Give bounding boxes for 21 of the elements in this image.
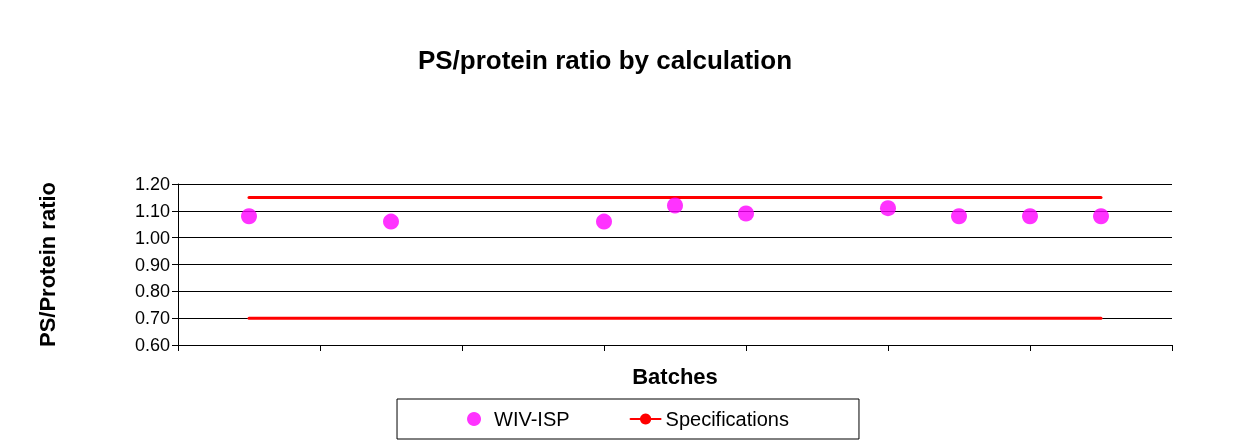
point <box>1022 208 1038 225</box>
point <box>738 205 754 222</box>
point <box>596 213 612 230</box>
point <box>1093 208 1109 225</box>
point <box>951 208 967 225</box>
y-tick-label: 1.00 <box>134 227 170 248</box>
chart-title: PS/protein ratio by calculation <box>417 45 793 75</box>
point <box>667 197 683 214</box>
legend-label: WIV-ISP <box>494 408 570 430</box>
point <box>880 200 896 217</box>
point <box>241 208 257 225</box>
y-axis-title: PS/Protein ratio <box>34 181 60 348</box>
y-tick-label: 1.10 <box>134 200 170 221</box>
legend-label: Specifications <box>665 408 789 430</box>
y-tick-label: 0.60 <box>134 335 170 355</box>
y-tick-label: 1.20 <box>134 174 170 194</box>
y-tick-label: 0.70 <box>134 308 170 329</box>
x-axis-title: Batches <box>632 363 718 389</box>
point <box>383 213 399 230</box>
y-tick-label: 0.80 <box>134 281 170 302</box>
y-tick-label: 0.90 <box>134 254 170 275</box>
